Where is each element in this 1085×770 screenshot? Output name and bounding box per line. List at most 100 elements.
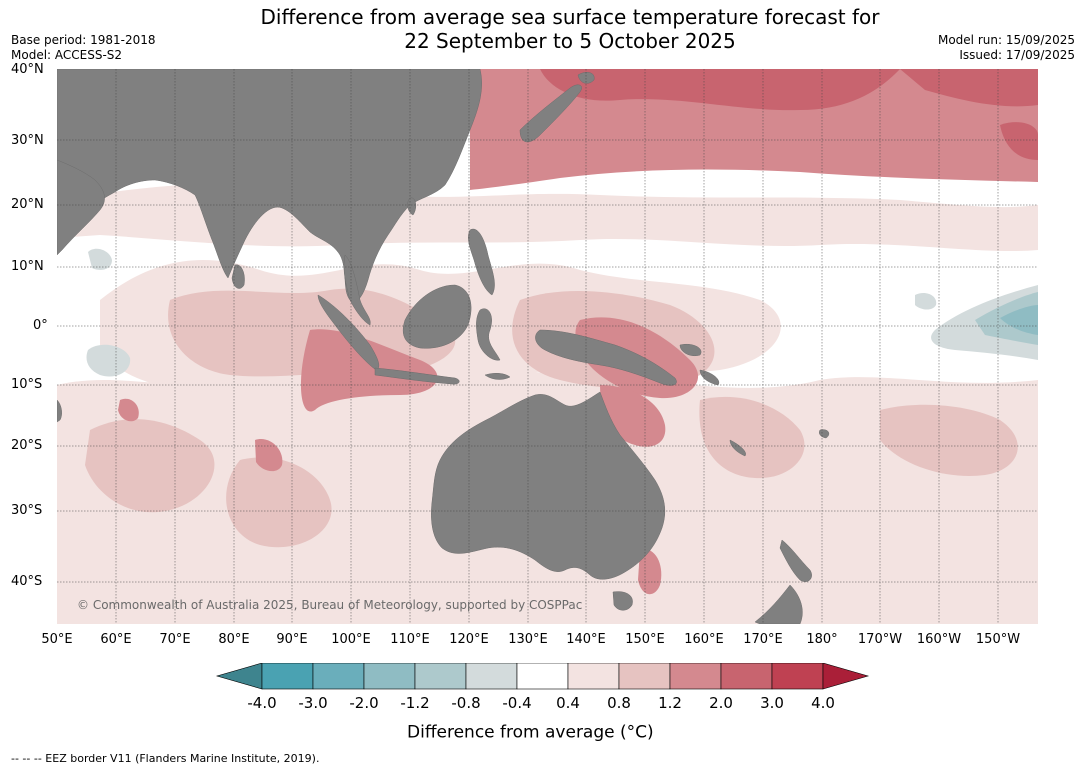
anomaly-cool-west bbox=[86, 344, 131, 377]
land bbox=[57, 69, 830, 624]
title-line-2: 22 September to 5 October 2025 bbox=[404, 29, 736, 53]
colorbar-extend-high bbox=[822, 663, 870, 690]
lon-label-100e: 100°E bbox=[331, 632, 371, 647]
land-nz-north bbox=[779, 539, 812, 582]
anomaly-medium-south bbox=[226, 457, 332, 548]
lat-label-30n: 30°N bbox=[11, 133, 44, 148]
anomaly-cool-mid bbox=[915, 293, 937, 310]
colorbar-tick: 1.2 bbox=[658, 694, 682, 712]
land-fiji bbox=[819, 429, 830, 439]
colorbar-tick: -4.0 bbox=[247, 694, 277, 712]
graticule bbox=[57, 69, 1038, 624]
colorbar-swatch bbox=[720, 663, 773, 690]
colorbar-tick: -2.0 bbox=[349, 694, 379, 712]
colorbar-label-unit: °C) bbox=[626, 722, 654, 743]
lon-label-150e: 150°E bbox=[625, 632, 665, 647]
lon-label-160w: 160°W bbox=[916, 632, 962, 647]
land-asia bbox=[57, 69, 482, 303]
model-run: Model run: 15/09/2025 bbox=[937, 33, 1075, 47]
lon-label-110e: 110°E bbox=[390, 632, 430, 647]
colorbar-swatch bbox=[567, 663, 620, 690]
colorbar-swatch bbox=[669, 663, 722, 690]
land-tasmania bbox=[612, 591, 633, 611]
colorbar-tick: -1.2 bbox=[400, 694, 430, 712]
lat-label-10s: 10°S bbox=[11, 377, 43, 392]
lat-label-10n: 10°N bbox=[11, 259, 44, 274]
land-java bbox=[374, 367, 460, 385]
map-title: Difference from average sea surface temp… bbox=[0, 5, 1085, 53]
lon-label-140e: 140°E bbox=[566, 632, 606, 647]
lat-label-equator: 0° bbox=[33, 318, 48, 333]
anomaly-medium-south-indian bbox=[85, 419, 215, 513]
lon-label-150w: 150°W bbox=[975, 632, 1021, 647]
model-info: Base period: 1981-2018 Model: ACCESS-S2 bbox=[11, 33, 156, 63]
map-area bbox=[57, 69, 1038, 624]
land-new-caledonia bbox=[729, 439, 746, 457]
model-name: Model: ACCESS-S2 bbox=[11, 48, 123, 62]
land-japan-north bbox=[577, 72, 595, 84]
issued-date: Issued: 17/09/2025 bbox=[959, 48, 1075, 62]
lat-label-20n: 20°N bbox=[11, 197, 44, 212]
land-nz-south bbox=[754, 584, 803, 624]
lon-label-80e: 80°E bbox=[218, 632, 250, 647]
colorbar-label: Difference from average (°C) bbox=[407, 721, 654, 743]
copyright-notice: © Commonwealth of Australia 2025, Bureau… bbox=[77, 598, 583, 612]
lon-label-60e: 60°E bbox=[100, 632, 132, 647]
anomaly-north-pacific-strong bbox=[540, 69, 900, 111]
anomaly-warm-maritime bbox=[300, 329, 438, 412]
land-madagascar-edge bbox=[57, 399, 62, 423]
colorbar-swatch bbox=[618, 663, 671, 690]
colorbar-swatch bbox=[465, 663, 518, 690]
anomaly-warm-spot-2 bbox=[638, 549, 662, 595]
colorbar-swatch bbox=[363, 663, 416, 690]
land-arabia bbox=[57, 159, 105, 256]
lon-label-180: 180° bbox=[806, 632, 838, 647]
anomaly-strong-east-edge bbox=[1000, 122, 1038, 160]
land-malay bbox=[343, 254, 371, 326]
colorbar-tick: 0.4 bbox=[556, 694, 580, 712]
lon-label-160e: 160°E bbox=[684, 632, 724, 647]
eez-footnote: -- -- -- EEZ border V11 (Flanders Marine… bbox=[11, 752, 320, 765]
run-info: Model run: 15/09/2025 Issued: 17/09/2025 bbox=[938, 33, 1075, 63]
land-taiwan bbox=[407, 197, 417, 216]
anomaly-medium-sw-pacific bbox=[699, 396, 805, 479]
title-line-1: Difference from average sea surface temp… bbox=[260, 5, 880, 29]
colorbar-swatch bbox=[771, 663, 824, 690]
lat-label-30s: 30°S bbox=[11, 503, 43, 518]
colorbar-extend-low bbox=[215, 663, 263, 690]
colorbar-tick: -3.0 bbox=[298, 694, 328, 712]
colorbar-label-text: Difference from average ( bbox=[407, 722, 627, 743]
lon-label-90e: 90°E bbox=[276, 632, 308, 647]
colorbar-tick: 0.8 bbox=[607, 694, 631, 712]
colorbar-swatch bbox=[516, 663, 569, 690]
land-new-britain bbox=[679, 344, 702, 356]
anomaly-north-pacific-strong-east bbox=[900, 69, 1038, 107]
anomaly-cool-west-2 bbox=[88, 248, 112, 270]
land-timor bbox=[484, 373, 511, 380]
lat-label-40s: 40°S bbox=[11, 574, 43, 589]
base-period: Base period: 1981-2018 bbox=[11, 33, 156, 47]
colorbar bbox=[215, 663, 870, 690]
lat-label-20s: 20°S bbox=[11, 438, 43, 453]
land-new-guinea bbox=[535, 329, 677, 386]
lat-label-40n: 40°N bbox=[11, 62, 44, 77]
anomaly-medium-south-pacific bbox=[880, 404, 1018, 476]
colorbar-swatch bbox=[312, 663, 365, 690]
colorbar-tick: 4.0 bbox=[811, 694, 835, 712]
colorbar-tick: 3.0 bbox=[760, 694, 784, 712]
colorbar-swatch bbox=[261, 663, 314, 690]
lon-label-70e: 70°E bbox=[159, 632, 191, 647]
anomaly-warm-spot-3 bbox=[118, 398, 139, 422]
anomaly-warm-spot-1 bbox=[255, 439, 283, 472]
colorbar-tick: -0.4 bbox=[502, 694, 532, 712]
land-sulawesi bbox=[476, 308, 501, 361]
land-australia bbox=[431, 391, 666, 580]
lon-label-120e: 120°E bbox=[449, 632, 489, 647]
lon-label-170w: 170°W bbox=[857, 632, 903, 647]
colorbar-swatch bbox=[414, 663, 467, 690]
anomaly-cool-core-2 bbox=[1000, 305, 1038, 335]
lon-label-170e: 170°E bbox=[743, 632, 783, 647]
land-borneo bbox=[402, 284, 472, 349]
colorbar-tick: 2.0 bbox=[709, 694, 733, 712]
